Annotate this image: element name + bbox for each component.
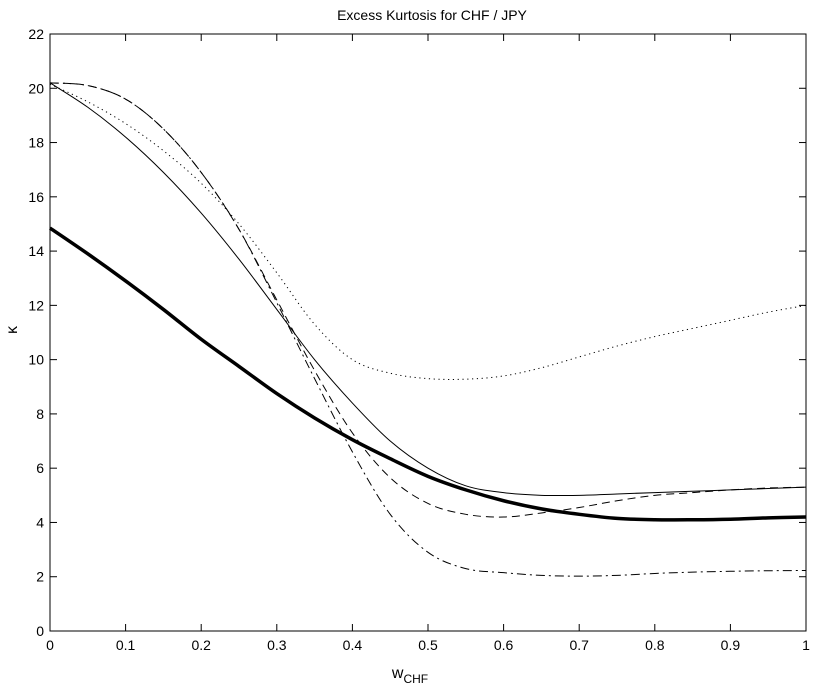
- x-tick-label: 0.4: [343, 637, 363, 653]
- y-tick-label: 6: [36, 460, 44, 476]
- y-tick-label: 0: [36, 623, 44, 639]
- x-tick-label: 0.9: [721, 637, 741, 653]
- y-axis-label: κ: [4, 325, 21, 334]
- x-tick-label: 1: [802, 637, 810, 653]
- x-tick-label: 0.8: [645, 637, 665, 653]
- y-tick-label: 2: [36, 569, 44, 585]
- series-line-dotted: [49, 83, 807, 380]
- y-tick-label: 4: [36, 514, 44, 530]
- axis-ticks: 0 0.1 0.2 0.3 0.4 0.5 0.6 0.7 0.8 0.9 102468101214…: [28, 26, 810, 653]
- y-tick-label: 8: [36, 406, 44, 422]
- series-line-dashed: [49, 82, 807, 518]
- chart-title: Excess Kurtosis for CHF / JPY: [337, 7, 527, 23]
- y-tick-label: 14: [28, 243, 44, 259]
- data-series: [49, 82, 807, 577]
- x-axis-label-subscript: CHF: [403, 672, 428, 684]
- x-axis-label: wCHF: [391, 665, 428, 684]
- y-tick-label: 16: [28, 189, 44, 205]
- series-line-dash-dot: [49, 82, 807, 577]
- x-tick-label: 0.7: [569, 637, 589, 653]
- x-tick-label: 0.5: [418, 637, 438, 653]
- y-tick-label: 20: [28, 80, 44, 96]
- x-tick-label: 0.2: [191, 637, 211, 653]
- y-tick-label: 12: [28, 297, 44, 313]
- y-tick-label: 18: [28, 135, 44, 151]
- x-tick-label: 0: [46, 637, 54, 653]
- x-tick-label: 0.6: [494, 637, 514, 653]
- series-line-thin-solid: [49, 82, 807, 497]
- plot-area-frame: [49, 33, 807, 632]
- series-line-thick-solid: [49, 226, 807, 522]
- y-tick-label: 10: [28, 352, 44, 368]
- y-tick-label: 22: [28, 26, 44, 42]
- x-axis-label-main: w: [391, 665, 404, 682]
- x-tick-label: 0.1: [116, 637, 136, 653]
- x-tick-label: 0.3: [267, 637, 287, 653]
